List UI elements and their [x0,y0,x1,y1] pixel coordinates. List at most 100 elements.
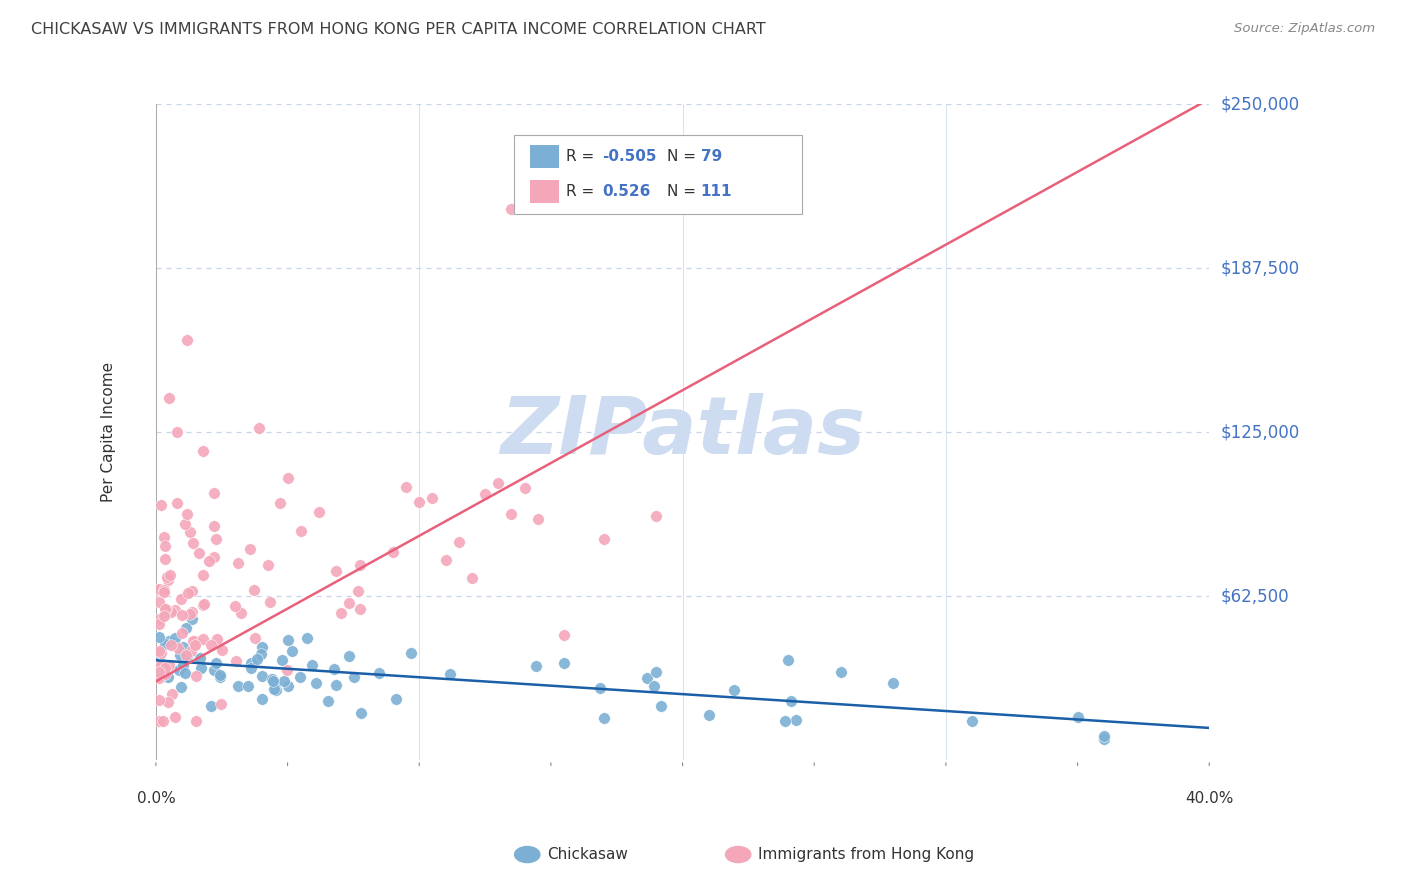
Point [439,667,461,681]
Point [157,657,180,672]
Point [349,558,371,572]
Point [269,496,291,510]
Point [204,533,226,547]
Text: $62,500: $62,500 [1220,587,1289,605]
Point [188,651,211,665]
Point [1092,730,1115,744]
Point [474,487,496,501]
Point [225,654,247,668]
Point [202,663,225,677]
Point [367,665,389,680]
Point [148,644,170,658]
Point [408,494,430,508]
Point [785,714,807,728]
Point [155,605,177,619]
Text: N =: N = [666,184,700,199]
Point [231,607,253,621]
Point [775,714,797,728]
Point [650,698,672,713]
Point [163,632,186,646]
Point [180,644,202,658]
Point [148,665,170,680]
Point [148,617,170,632]
Point [180,584,202,599]
Point [170,681,193,695]
Point [262,673,284,688]
Point [636,671,658,685]
Point [401,646,423,660]
Point [157,633,180,648]
Point [422,491,444,505]
Point [290,524,312,539]
Point [148,658,170,673]
Point [277,679,299,693]
Point [200,699,222,714]
Point [776,653,799,667]
Point [239,657,262,671]
Point [167,640,190,655]
Point [779,694,801,708]
Point [162,687,184,701]
Point [191,632,214,646]
Point [198,554,221,568]
Point [157,695,180,709]
Text: ZIPatlas: ZIPatlas [501,393,865,471]
Text: Source: ZipAtlas.com: Source: ZipAtlas.com [1234,22,1375,36]
Point [524,659,547,673]
Point [526,512,548,526]
Point [148,671,170,685]
Point [159,568,181,582]
Point [301,657,323,672]
Point [174,648,197,662]
Point [211,643,233,657]
Point [209,698,232,712]
Text: Immigrants from Hong Kong: Immigrants from Hong Kong [758,847,974,862]
Text: $125,000: $125,000 [1220,423,1299,442]
Text: R =: R = [565,149,599,164]
Point [347,584,370,599]
Point [167,663,190,677]
Point [592,533,614,547]
Point [256,558,278,572]
Point [148,612,170,626]
Point [181,536,204,550]
Point [276,663,298,677]
Point [337,649,360,664]
Point [589,681,612,695]
Point [486,475,509,490]
Point [247,421,270,435]
Point [343,671,366,685]
Point [245,631,267,645]
Point [226,556,249,570]
Point [339,596,361,610]
Point [183,633,205,648]
Text: 0.0%: 0.0% [136,790,176,805]
Point [645,665,668,679]
Text: -0.505: -0.505 [602,149,657,164]
Point [184,639,207,653]
Point [243,583,266,598]
Point [172,657,194,672]
Point [277,470,299,484]
Point [264,682,287,697]
Point [697,707,720,722]
Point [156,570,179,584]
Point [325,564,347,578]
Point [160,638,183,652]
Point [148,595,170,609]
Point [163,603,186,617]
Point [224,599,246,613]
Point [239,661,262,675]
Point [150,657,173,672]
Point [592,711,614,725]
Point [176,334,198,348]
Point [281,643,304,657]
Point [434,553,457,567]
Point [645,508,668,523]
Point [176,621,198,635]
Point [179,524,201,539]
Point [553,628,575,642]
Text: Chickasaw: Chickasaw [547,847,628,862]
Point [148,582,170,597]
Point [271,653,294,667]
